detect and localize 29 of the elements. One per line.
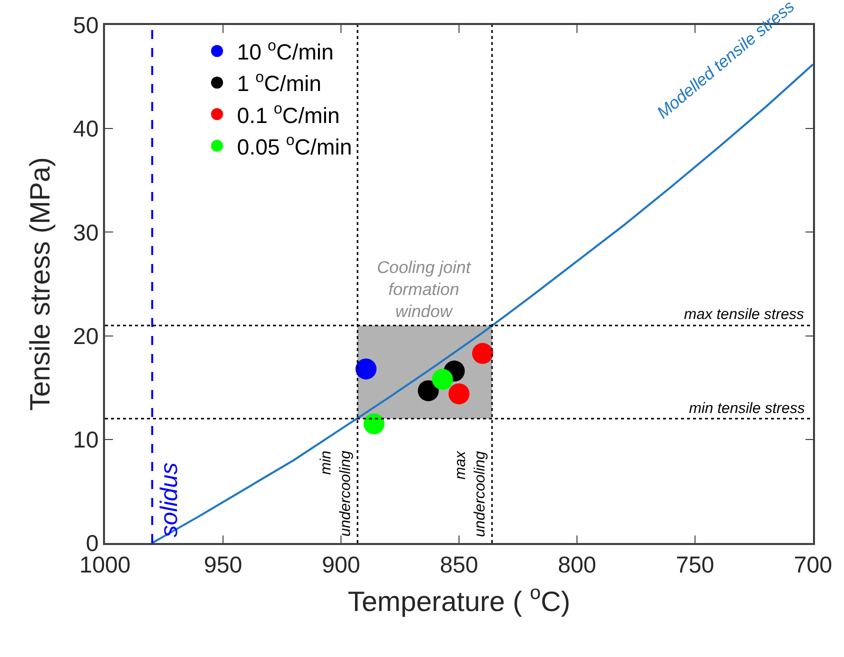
x-tick-label: 950 (204, 551, 242, 578)
legend-label: 0.1 $^{o}$C/min (237, 100, 340, 128)
y-tick-label: 40 (73, 116, 99, 142)
ref-line-label: max undercooling (452, 450, 489, 538)
y-tick-label: 30 (73, 219, 99, 246)
x-axis-title: Temperature ( $^{o}$C) (348, 582, 570, 617)
ref-line-label: min undercooling (318, 450, 354, 537)
x-tick-label: 900 (322, 551, 360, 578)
point (432, 368, 453, 390)
legend-label: 0.05 $^{o}$C/min (237, 132, 352, 160)
band-label: Cooling joint formation window (377, 258, 472, 322)
point (356, 358, 377, 380)
point (364, 413, 385, 434)
y-tick-label: 50 (73, 12, 99, 38)
point (418, 380, 439, 402)
y-tick-label: 20 (73, 322, 99, 349)
y-tick-label: 10 (73, 426, 99, 452)
x-tick-label: 750 (676, 551, 714, 578)
point (472, 342, 494, 364)
point (448, 383, 470, 404)
x-tick-label: 700 (794, 551, 832, 578)
ref-line-label: max tensile stress (684, 306, 805, 323)
legend-label: 1 $^{o}$C/min (237, 68, 322, 96)
y-axis-title: Tensile stress (MPa) (24, 157, 56, 411)
legend-label: 10 $^{o}$C/min (237, 37, 334, 65)
x-tick-label: 850 (440, 551, 478, 578)
ref-line-label: solidus (156, 462, 184, 538)
x-tick-label: 800 (558, 551, 596, 578)
ref-line-label: min tensile stress (689, 400, 806, 417)
